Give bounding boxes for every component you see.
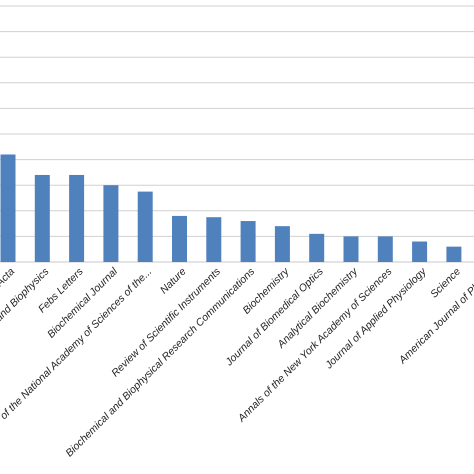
bar-4 (137, 191, 153, 262)
bar-13 (446, 246, 462, 262)
bar-12 (412, 241, 428, 262)
bar-3 (103, 185, 119, 262)
bar-0 (0, 154, 16, 262)
bars (0, 154, 462, 262)
category-label-0: Acta (0, 266, 17, 290)
bar-6 (206, 217, 222, 262)
bar-9 (309, 233, 325, 262)
bar-8 (274, 226, 290, 262)
bar-1 (34, 174, 50, 262)
category-label-5: Nature (158, 266, 189, 297)
bar-11 (377, 236, 393, 262)
bar-7 (240, 221, 256, 262)
bar-2 (69, 174, 85, 262)
bar-10 (343, 236, 359, 262)
bar-5 (172, 215, 187, 262)
